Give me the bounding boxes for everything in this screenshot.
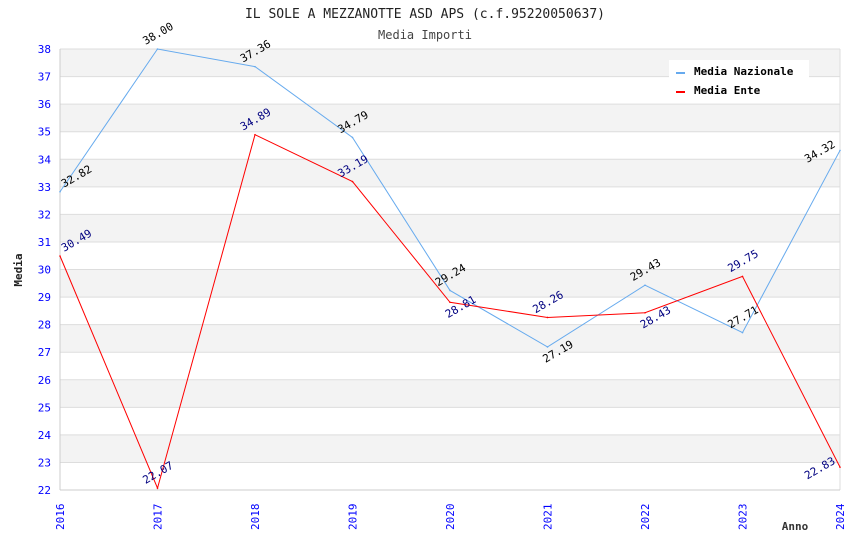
y-tick-label: 30 <box>38 264 51 277</box>
y-tick-label: 35 <box>38 126 51 139</box>
grid-band <box>60 214 840 242</box>
y-tick-label: 25 <box>38 401 51 414</box>
data-point <box>449 301 451 304</box>
x-tick-label: 2023 <box>737 504 750 531</box>
data-point <box>741 331 744 334</box>
y-tick-label: 26 <box>38 374 51 387</box>
grid-band <box>60 324 840 353</box>
data-point <box>254 65 256 68</box>
x-tick-label: 2018 <box>249 504 262 531</box>
data-point <box>351 180 354 183</box>
grid-band <box>60 159 840 187</box>
legend-label-ente: Media Ente <box>694 84 761 97</box>
data-point <box>449 289 451 292</box>
x-tick-label: 2022 <box>639 504 652 531</box>
data-point <box>156 487 159 489</box>
x-tick-label: 2024 <box>834 503 847 530</box>
data-point <box>839 466 841 468</box>
data-point <box>546 346 549 348</box>
data-point <box>254 133 256 136</box>
y-tick-label: 31 <box>38 236 51 249</box>
x-tick-label: 2021 <box>542 504 555 531</box>
data-point <box>741 275 744 278</box>
legend-swatch-nazionale <box>676 72 685 74</box>
y-tick-label: 38 <box>38 43 51 56</box>
grid-band <box>60 352 840 380</box>
grid-band <box>60 407 840 435</box>
data-point <box>644 284 646 287</box>
data-point <box>59 255 61 257</box>
grid-band <box>60 104 840 132</box>
y-tick-label: 37 <box>38 71 51 84</box>
data-point <box>839 149 841 152</box>
y-tick-label: 33 <box>38 181 51 194</box>
x-tick-label: 2016 <box>54 504 67 531</box>
data-point <box>351 136 354 139</box>
grid-band <box>60 269 840 298</box>
y-tick-label: 27 <box>38 346 51 359</box>
data-point <box>59 190 61 193</box>
x-tick-label: 2020 <box>444 504 457 531</box>
data-point <box>644 311 646 314</box>
grid-band <box>60 131 840 160</box>
y-tick-label: 29 <box>38 291 51 304</box>
grid-band <box>60 186 840 215</box>
legend-label-nazionale: Media Nazionale <box>694 65 794 78</box>
data-point <box>546 316 549 319</box>
data-point <box>156 48 159 50</box>
x-tick-label: 2019 <box>347 504 360 531</box>
y-tick-label: 32 <box>38 208 51 221</box>
grid-band <box>60 379 840 408</box>
y-tick-label: 28 <box>38 319 51 332</box>
x-tick-label: 2017 <box>152 504 165 531</box>
y-tick-label: 22 <box>38 484 51 497</box>
y-axis-label: Media <box>12 253 25 286</box>
chart-title: IL SOLE A MEZZANOTTE ASD APS (c.f.952200… <box>245 7 605 22</box>
legend-swatch-ente <box>676 91 685 93</box>
y-tick-label: 34 <box>38 153 52 166</box>
chart-subtitle: Media Importi <box>378 28 472 42</box>
y-tick-label: 23 <box>38 456 51 469</box>
y-tick-label: 36 <box>38 98 51 111</box>
grid-band <box>60 462 840 490</box>
legend: Media Nazionale Media Ente <box>669 60 809 102</box>
y-tick-label: 24 <box>38 429 52 442</box>
grid-band <box>60 434 840 463</box>
grid-band <box>60 241 840 270</box>
data-label: 38.00 <box>141 20 176 48</box>
x-axis-label: Anno <box>782 520 809 533</box>
